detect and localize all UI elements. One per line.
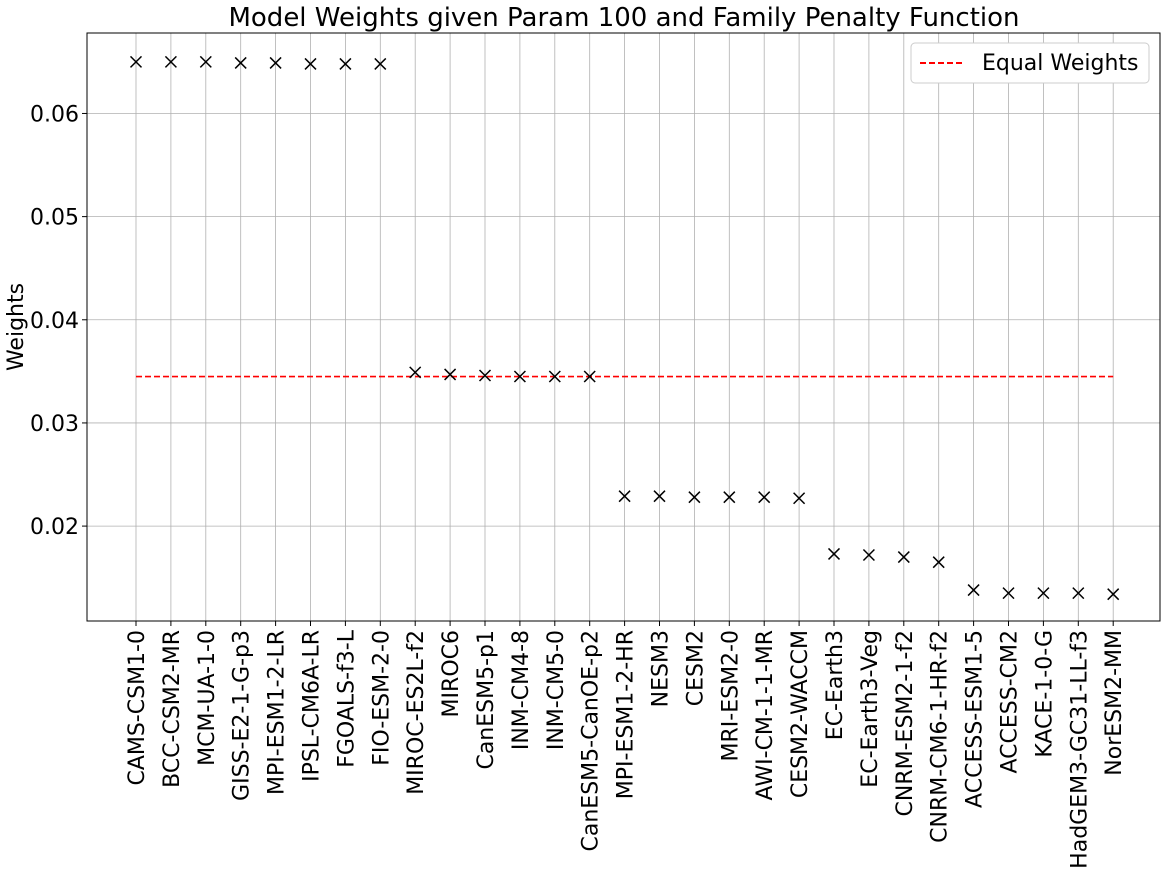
x-tick-label: MPI-ESM1-2-LR (265, 630, 290, 795)
x-tick-label: CESM2 (683, 630, 708, 706)
data-point-marker (758, 491, 771, 504)
x-tick-label: CanESM5-CanOE-p2 (579, 630, 604, 851)
y-tick-label: 0.04 (30, 309, 79, 334)
data-point-marker (478, 369, 492, 382)
x-tick-label: INM-CM4-8 (509, 630, 534, 750)
chart-title: Model Weights given Param 100 and Family… (228, 3, 1019, 33)
x-tick-label: EC-Earth3-Veg (858, 630, 883, 788)
data-point-marker (548, 370, 561, 383)
x-tick-label: MIROC-ES2L-f2 (404, 630, 429, 795)
data-point-marker (339, 57, 352, 70)
data-point-marker (1037, 587, 1050, 600)
x-tick-label: GISS-E2-1-G-p3 (230, 630, 255, 801)
x-tick-label: CNRM-ESM2-1-f2 (893, 630, 918, 816)
x-tick-label: FIO-ESM-2-0 (369, 630, 394, 766)
x-tick-label: CanESM5-p1 (474, 630, 499, 770)
data-point-marker (827, 547, 841, 560)
y-tick-label: 0.06 (30, 102, 79, 127)
data-point-marker (304, 57, 317, 70)
data-point-marker (723, 491, 736, 504)
data-point-marker (618, 490, 631, 503)
data-point-marker (444, 368, 457, 381)
x-tick-label: INM-CM5-0 (544, 630, 569, 750)
x-tick-label: FGOALS-f3-L (334, 629, 359, 768)
x-tick-label: NESM3 (649, 630, 674, 707)
x-tick-label: MRI-ESM2-0 (718, 630, 743, 761)
plot-area-frame (86, 32, 1161, 622)
data-point-marker (1002, 587, 1015, 600)
y-tick-label: 0.03 (30, 412, 79, 437)
x-tick-label: CNRM-CM6-1-HR-f2 (928, 630, 953, 843)
data-point-marker (513, 370, 526, 383)
data-point-marker (932, 556, 945, 569)
y-tick-label: 0.02 (30, 515, 79, 540)
x-tick-label: BCC-CSM2-MR (160, 630, 185, 788)
data-point-marker (793, 492, 806, 505)
legend-box (910, 42, 1150, 84)
y-tick-label: 0.05 (30, 206, 79, 231)
legend: Equal Weights (910, 42, 1150, 84)
x-tick-label: ACCESS-CM2 (998, 630, 1023, 774)
data-markers (129, 55, 1120, 601)
data-point-marker (897, 551, 910, 564)
x-tick-label: MPI-ESM1-2-HR (614, 630, 639, 799)
x-tick-label: CESM2-WACCM (788, 630, 813, 798)
y-axis-label: Weights (4, 283, 29, 371)
data-point-marker (374, 57, 387, 70)
x-tick-label: NorESM2-MM (1102, 630, 1127, 776)
data-point-marker (688, 491, 701, 504)
x-tick-label: HadGEM3-GC31-LL-f3 (1067, 630, 1092, 869)
data-point-marker (967, 584, 980, 597)
data-point-marker (1072, 587, 1085, 600)
x-tick-label: IPSL-CM6A-LR (300, 630, 325, 782)
data-point-marker (409, 366, 422, 379)
data-point-marker (129, 55, 143, 68)
y-axis-ticks: 0.02 0.03 0.04 0.05 0.06 (30, 102, 87, 540)
data-point-marker (653, 490, 666, 503)
data-point-marker (1107, 588, 1120, 601)
x-axis-ticks: CAMS-CSM1-0 BCC-CSM2-MR MCM-UA-1-0 GISS-E2-… (125, 621, 1127, 869)
x-tick-label: EC-Earth3 (823, 630, 848, 740)
x-tick-label: MCM-UA-1-0 (195, 630, 220, 766)
x-tick-label: CAMS-CSM1-0 (125, 630, 150, 786)
data-point-marker (583, 370, 596, 383)
grid-lines (87, 33, 1160, 621)
data-point-marker (234, 56, 247, 69)
data-point-marker (199, 55, 212, 68)
data-point-marker (862, 548, 875, 562)
x-tick-label: MIROC6 (439, 630, 464, 717)
data-point-marker (164, 55, 177, 68)
legend-equal-weights-label: Equal Weights (982, 51, 1139, 76)
x-tick-label: AWI-CM-1-1-MR (753, 630, 778, 800)
data-point-marker (269, 56, 282, 69)
x-tick-label: KACE-1-0-G (1032, 630, 1057, 758)
x-tick-label: ACCESS-ESM1-5 (963, 630, 988, 808)
